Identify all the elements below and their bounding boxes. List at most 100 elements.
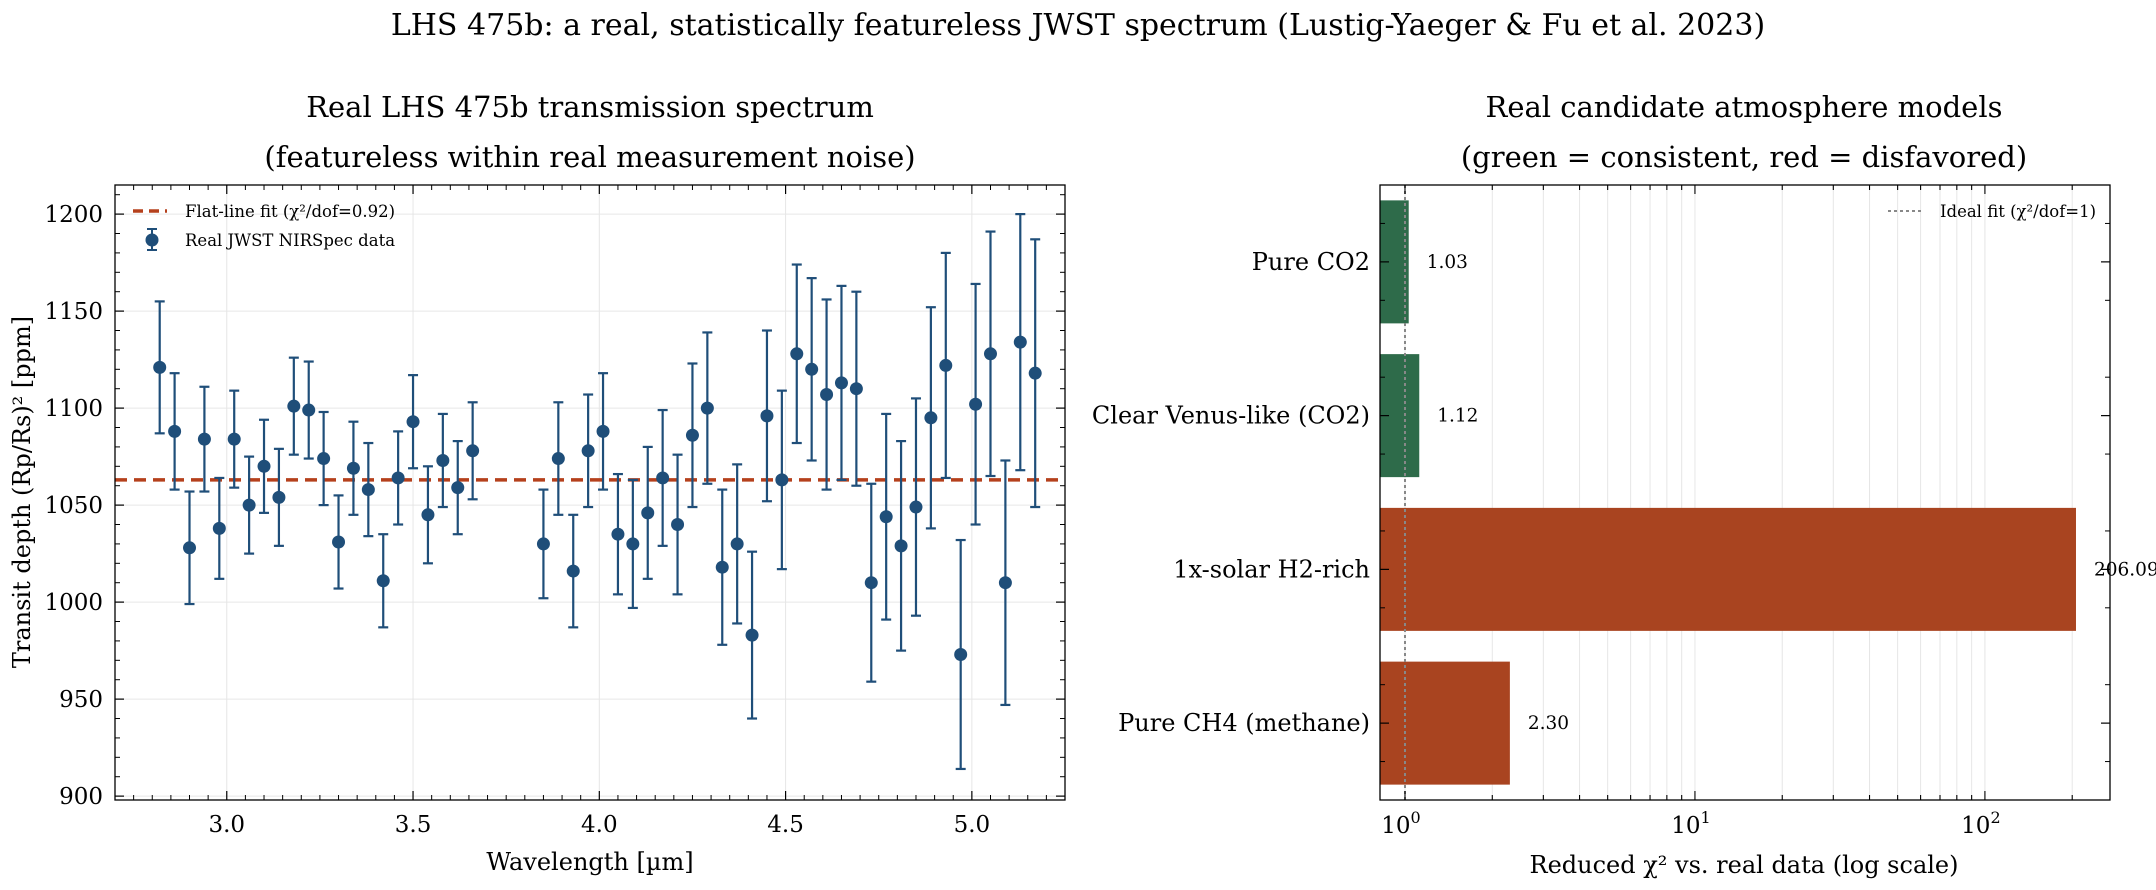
- model-category-label: Clear Venus-like (CO2): [1092, 402, 1370, 430]
- data-marker: [939, 358, 953, 372]
- data-point: [361, 441, 375, 538]
- data-marker: [671, 518, 685, 532]
- spectrum-ticks: 3.0 3.5 4.0 4.5 5.0 900 950 1000 1050 1100 1150 120…: [44, 185, 1066, 838]
- data-point: [302, 360, 316, 460]
- model-category-label: 1x-solar H2-rich: [1173, 555, 1370, 583]
- model-bar: [1380, 661, 1510, 785]
- spectrum-data-points: [153, 213, 1042, 771]
- models-x-axis-label: Reduced χ² vs. real data (log scale): [1530, 851, 1959, 879]
- data-point: [406, 374, 420, 470]
- model-category-label: Pure CO2: [1252, 248, 1370, 276]
- data-marker: [790, 347, 804, 361]
- x-tick-label: 4.0: [581, 812, 618, 838]
- figure-suptitle: LHS 475b: a real, statistically featurel…: [391, 8, 1765, 43]
- data-marker: [332, 535, 346, 549]
- data-marker: [242, 498, 256, 512]
- data-marker: [954, 647, 968, 661]
- data-point: [775, 389, 789, 571]
- data-point: [805, 277, 819, 462]
- data-marker: [730, 537, 744, 551]
- data-marker: [391, 471, 405, 485]
- data-marker: [436, 453, 450, 467]
- data-point: [745, 550, 759, 720]
- x-tick-label: 3.5: [395, 812, 432, 838]
- data-point: [451, 439, 465, 536]
- data-point: [864, 482, 878, 683]
- data-point: [536, 488, 550, 600]
- data-marker: [376, 574, 390, 588]
- data-marker: [641, 506, 655, 520]
- data-point: [820, 298, 834, 491]
- model-value-label: 2.30: [1528, 713, 1569, 734]
- data-point: [551, 401, 565, 516]
- data-marker: [551, 452, 565, 466]
- data-point: [391, 430, 405, 526]
- data-marker: [760, 409, 774, 423]
- data-point: [834, 284, 848, 481]
- data-marker: [1013, 335, 1027, 349]
- data-marker: [969, 397, 983, 411]
- data-marker: [685, 428, 699, 442]
- spectrum-legend: Flat-line fit (χ²/dof=0.92) Real JWST NI…: [133, 202, 395, 251]
- data-point: [685, 362, 699, 509]
- data-point: [954, 538, 968, 771]
- data-point: [656, 408, 670, 547]
- spectrum-plot-frame: [114, 184, 1066, 801]
- data-point: [421, 465, 435, 565]
- data-marker: [421, 508, 435, 522]
- x-tick-label: 5.0: [954, 812, 991, 838]
- legend-data-label: Real JWST NIRSpec data: [185, 231, 395, 250]
- data-marker: [406, 415, 420, 429]
- models-grid: [1404, 185, 2073, 800]
- x-tick-label: 3.0: [208, 812, 245, 838]
- x-tick-label: 4.5: [767, 812, 804, 838]
- data-point: [257, 418, 271, 514]
- data-marker: [536, 537, 550, 551]
- data-marker: [834, 376, 848, 390]
- data-marker: [272, 490, 286, 504]
- data-point: [168, 372, 182, 491]
- data-point: [332, 494, 346, 590]
- data-marker: [745, 628, 759, 642]
- data-point: [1013, 213, 1027, 472]
- x-tick-label: 101: [1671, 808, 1710, 839]
- spectrum-subtitle: (featureless within real measurement noi…: [264, 140, 915, 174]
- y-tick-label: 1050: [44, 493, 103, 519]
- data-point: [909, 397, 923, 617]
- data-marker: [168, 424, 182, 438]
- data-point: [212, 476, 226, 580]
- legend-data-swatch: [145, 228, 159, 251]
- data-point: [346, 420, 360, 516]
- data-marker: [153, 360, 167, 374]
- data-marker: [257, 459, 271, 473]
- data-point: [924, 306, 938, 530]
- models-panel: Real candidate atmosphere models (green …: [1092, 90, 2156, 879]
- data-marker: [879, 510, 893, 524]
- data-point: [671, 453, 685, 596]
- data-point: [998, 459, 1012, 707]
- data-marker: [287, 399, 301, 413]
- data-marker: [656, 471, 670, 485]
- data-marker: [864, 576, 878, 590]
- data-point: [376, 533, 390, 629]
- data-marker: [346, 461, 360, 475]
- legend-flat-fit-label: Flat-line fit (χ²/dof=0.92): [185, 202, 395, 221]
- spectrum-y-axis-label: Transit depth (Rp/Rs)² [ppm]: [8, 316, 36, 668]
- data-point: [715, 488, 729, 646]
- y-tick-label: 900: [59, 784, 103, 810]
- data-marker: [894, 539, 908, 553]
- data-point: [436, 412, 450, 509]
- data-point: [969, 282, 983, 526]
- data-marker: [581, 444, 595, 458]
- data-marker: [700, 401, 714, 415]
- data-point: [879, 412, 893, 621]
- data-marker: [849, 382, 863, 396]
- data-point: [242, 455, 256, 555]
- data-point: [983, 230, 997, 478]
- models-legend: Ideal fit (χ²/dof=1): [1888, 202, 2096, 221]
- model-value-label: 1.03: [1427, 252, 1468, 273]
- data-point: [790, 263, 804, 445]
- x-tick-label: 100: [1381, 808, 1420, 839]
